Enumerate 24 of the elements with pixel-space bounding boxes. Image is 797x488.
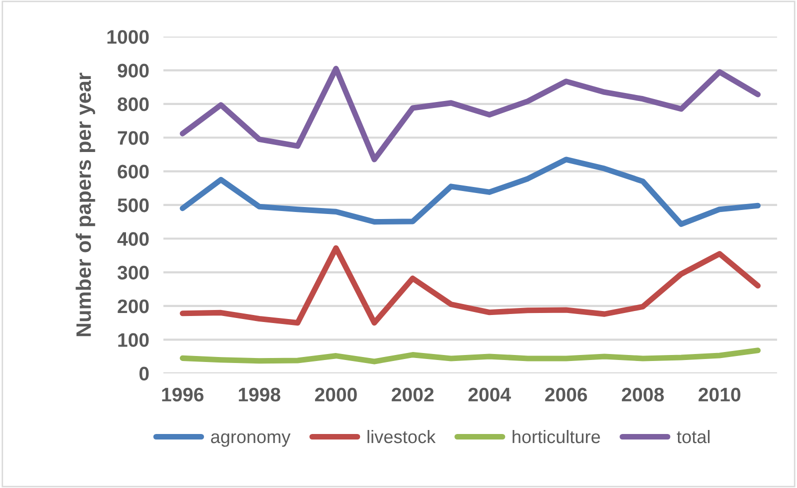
legend-label: total: [676, 430, 710, 444]
y-tick-label: 300: [118, 266, 149, 280]
y-tick-label: 0: [139, 366, 149, 381]
x-tick-label: 2008: [622, 388, 664, 402]
x-tick-label: 2006: [545, 388, 588, 402]
x-tick-label: 1996: [162, 388, 204, 402]
y-tick-label: 500: [118, 198, 149, 212]
x-tick-label: 2000: [315, 388, 357, 402]
y-tick-label: 100: [118, 333, 149, 347]
y-tick-label: 700: [118, 131, 149, 145]
x-tick-label: 1998: [238, 388, 280, 402]
y-tick-label: 1000: [107, 30, 149, 44]
x-tick-label: 2010: [698, 388, 740, 402]
y-tick-label: 900: [118, 64, 149, 78]
legend-label: livestock: [368, 430, 436, 444]
y-tick-label: 400: [117, 232, 149, 246]
legend-label: agronomy: [211, 433, 291, 447]
y-tick-label: 800: [118, 97, 149, 112]
x-tick-label: 2002: [392, 388, 434, 402]
y-tick-label: 200: [118, 299, 149, 314]
x-tick-label: 2004: [468, 388, 511, 402]
y-tick-label: 600: [118, 164, 149, 179]
legend-label: horticulture: [512, 430, 600, 444]
y-axis-title: Number of papers per year: [76, 72, 96, 336]
